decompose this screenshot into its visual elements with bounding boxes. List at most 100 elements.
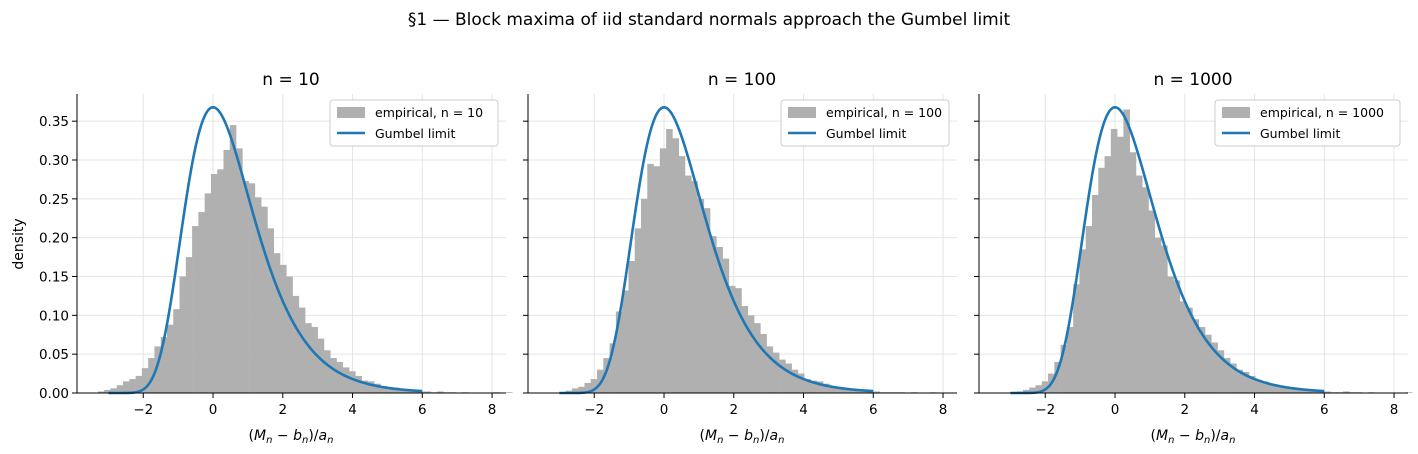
histogram-bar (804, 379, 811, 393)
histogram-bar (135, 375, 143, 393)
panel-title: n = 1000 (1153, 70, 1232, 90)
histogram-bar (829, 386, 836, 393)
legend: empirical, n = 10 Gumbel limit (329, 99, 499, 147)
x-tick-label: 6 (1320, 402, 1329, 418)
histogram-bar (242, 180, 249, 393)
legend-label-gumbel: Gumbel limit (375, 126, 455, 141)
histogram-bar (1248, 375, 1256, 393)
histogram-bar (1135, 175, 1143, 393)
legend-label-empirical: empirical, n = 1000 (1260, 105, 1384, 120)
histogram-bar (797, 373, 805, 393)
histogram-bar (1236, 369, 1243, 393)
histogram-bar (728, 285, 736, 393)
histogram-bar (367, 381, 375, 393)
histogram-bar (506, 392, 513, 393)
histogram-bar (160, 337, 168, 393)
histogram-bar (1299, 389, 1306, 393)
gumbel-curve (559, 105, 874, 395)
histogram-bar (653, 166, 661, 393)
histogram-bar (148, 358, 155, 393)
panel-n100: n = 100 (Mn − bn)/an −2 0 2 4 6 8 empirical, n… (523, 70, 957, 446)
histogram-bar (374, 383, 381, 393)
histogram-bar (1261, 381, 1269, 393)
x-tick-label: 4 (799, 402, 808, 418)
histogram-bar (603, 358, 610, 393)
gumbel-curve (1010, 105, 1325, 395)
y-tick-label: 0.05 (39, 347, 69, 363)
x-tick-label: 4 (348, 402, 357, 418)
x-tick-label: 0 (660, 402, 669, 418)
x-tick-label: 2 (729, 402, 738, 418)
histogram-bar (1305, 390, 1313, 393)
histogram-bar (641, 198, 648, 393)
histogram-bar (634, 228, 642, 393)
legend-label-empirical: empirical, n = 100 (826, 105, 942, 120)
histogram-bar (405, 390, 413, 393)
histogram-bar (1311, 390, 1319, 393)
histogram-bar (659, 148, 667, 393)
histogram-bar (1066, 326, 1074, 393)
legend-patch-histogram (788, 107, 816, 118)
histogram-bar (1223, 358, 1231, 393)
histogram-bar (1154, 237, 1162, 393)
histogram-bar (330, 358, 337, 393)
y-tick-label: 0.20 (39, 231, 69, 247)
panel-n1000: n = 1000 (Mn − bn)/an −2 0 2 4 6 8 empirical, … (974, 70, 1413, 446)
histogram-bar (198, 212, 205, 393)
histogram-bar (841, 388, 849, 393)
legend-patch-histogram (1222, 107, 1250, 118)
histogram-bar (754, 323, 761, 393)
legend-label-empirical: empirical, n = 10 (375, 105, 483, 120)
histogram-bar (628, 260, 636, 393)
histogram-bar (166, 324, 174, 393)
y-tick-label: 0.15 (39, 270, 69, 286)
histogram-bar (1267, 383, 1275, 393)
panel-n10: n = 10 density (Mn − bn)/an −2 0 2 4 6 8 0.00 0… (11, 70, 513, 446)
x-tick-label: 8 (488, 402, 497, 418)
histogram-bar (129, 379, 136, 393)
histogram-bar (860, 390, 868, 393)
histogram-bar (684, 175, 692, 393)
legend-patch-histogram (337, 107, 365, 118)
legend-box (1214, 99, 1401, 147)
histogram-bar (785, 363, 792, 393)
histogram-bar (1292, 389, 1300, 393)
x-axis-label: (Mn − bn)/an (1151, 428, 1236, 446)
x-tick-label: −2 (584, 402, 604, 418)
histogram-bar (1129, 152, 1137, 393)
histogram-bar (823, 383, 830, 393)
histogram-bar (760, 333, 767, 393)
x-tick-label: −2 (1035, 402, 1055, 418)
histogram-bar (710, 236, 717, 393)
histogram-bar (1280, 386, 1287, 393)
histogram-bar (1073, 284, 1080, 393)
histogram-bar (835, 386, 843, 393)
histogram-bar (1211, 342, 1218, 393)
histogram-bar (1198, 326, 1206, 393)
histogram-bar (104, 389, 111, 393)
histogram-bar (349, 371, 356, 393)
histogram-bar (1079, 249, 1087, 393)
x-tick-label: 0 (209, 402, 218, 418)
histogram-bar (691, 180, 698, 393)
legend-label-gumbel: Gumbel limit (1260, 126, 1340, 141)
histogram-bar (1286, 388, 1294, 393)
histogram-bar (1104, 156, 1112, 393)
histogram-bar (622, 290, 629, 393)
legend-box (329, 99, 499, 147)
histogram-bar (584, 382, 592, 393)
histogram-bar (722, 258, 730, 393)
histogram-bar (254, 197, 262, 393)
histogram-bar (380, 386, 388, 393)
histogram-bar (848, 389, 855, 393)
x-tick-label: 6 (418, 402, 427, 418)
histogram-bar (229, 125, 237, 393)
histogram-bar (1343, 391, 1350, 393)
panel-title: n = 100 (708, 70, 776, 90)
histogram-bar (1274, 385, 1281, 393)
histogram-bar (1117, 136, 1124, 393)
x-tick-label: 8 (1390, 402, 1399, 418)
histogram-bar (323, 350, 331, 393)
histogram-bar (424, 391, 431, 393)
histogram-bar (810, 380, 818, 393)
